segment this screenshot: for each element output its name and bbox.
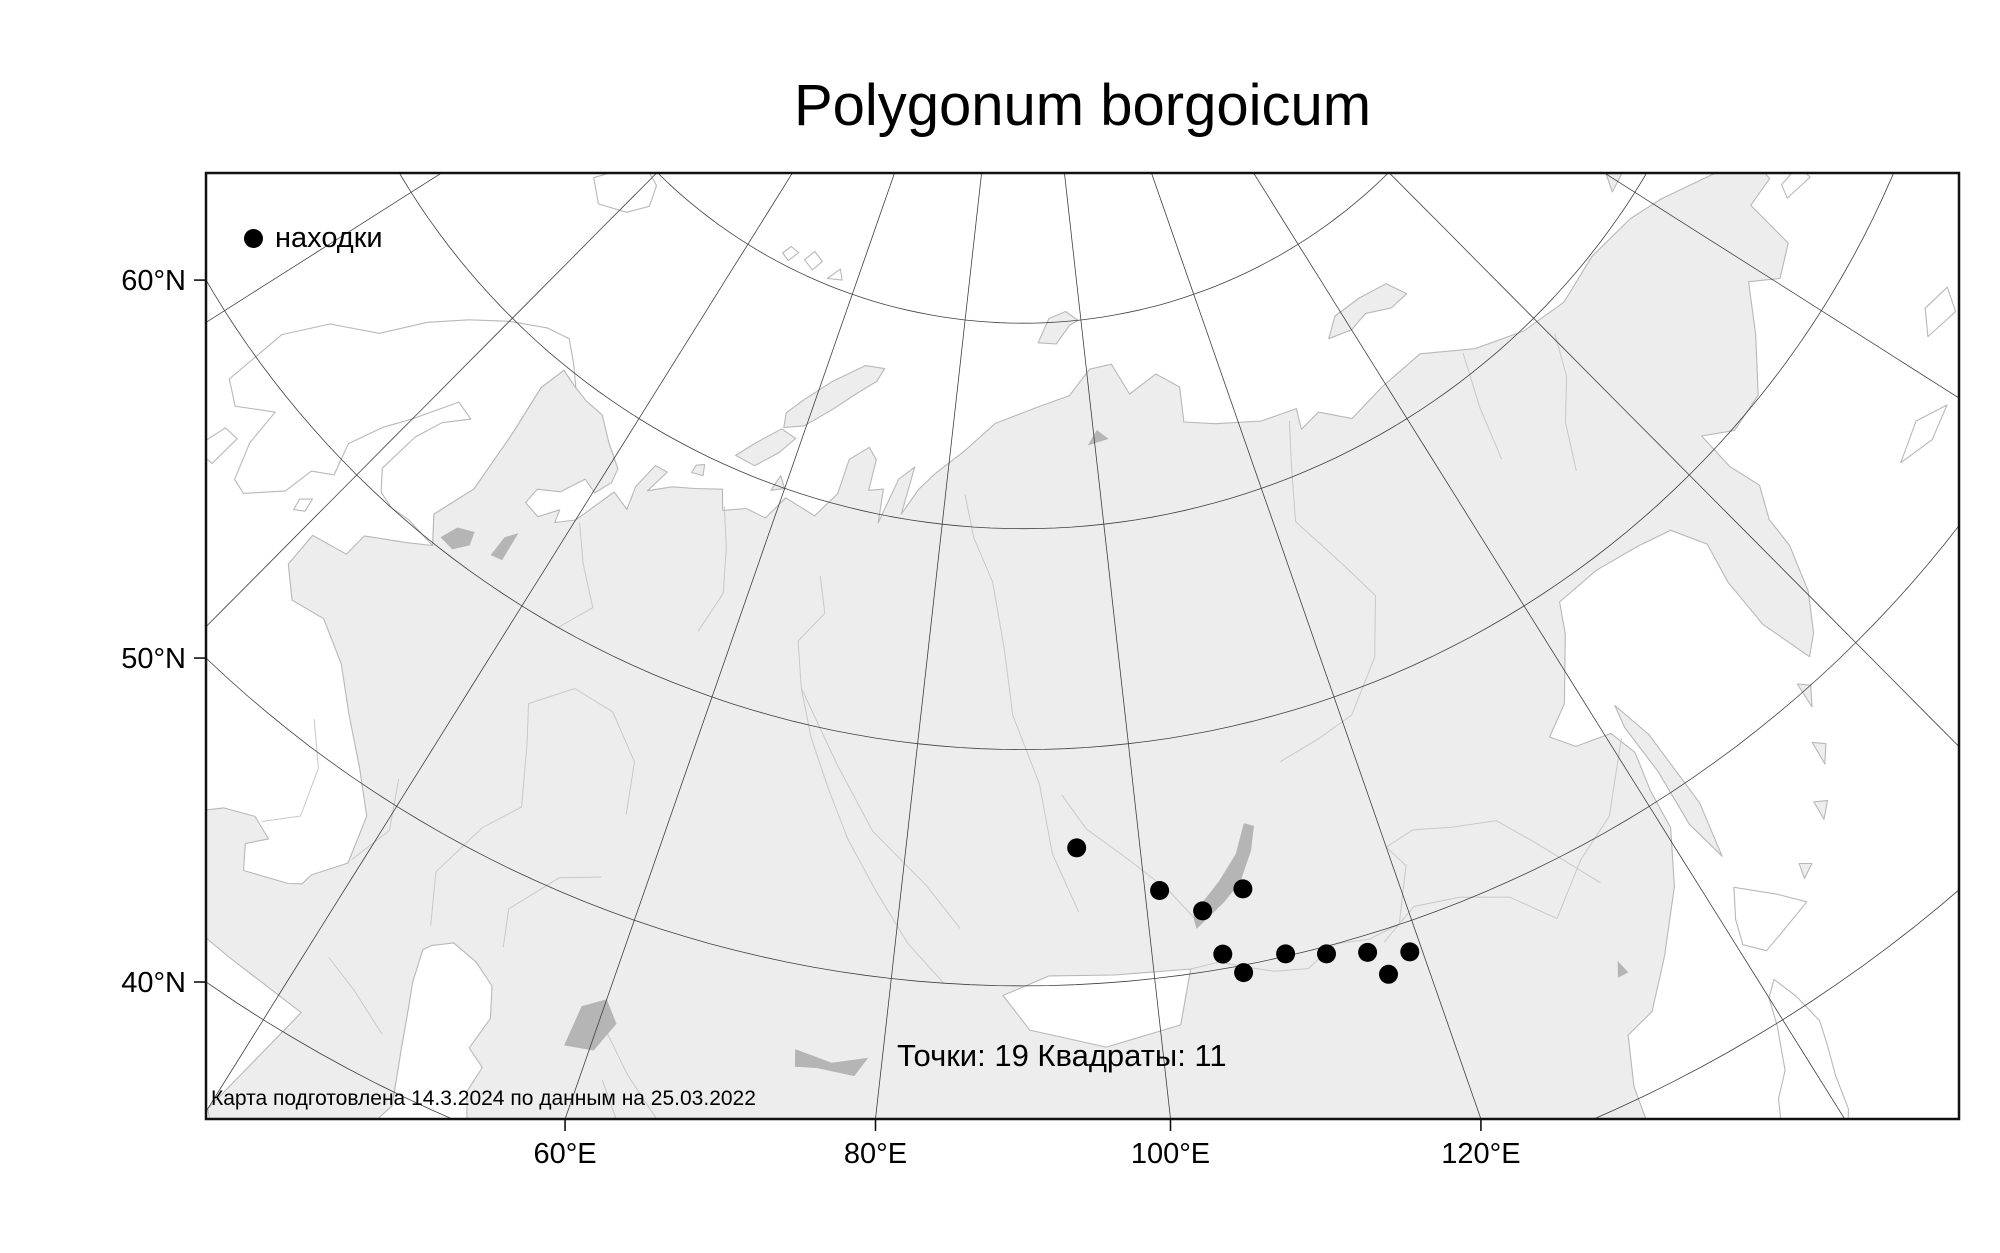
lon-tick-label: 120°E xyxy=(1441,1138,1520,1170)
finding-dot xyxy=(1233,879,1253,899)
finding-dot-icon xyxy=(244,229,263,248)
river-line xyxy=(604,1027,658,1119)
land-polygon xyxy=(735,428,797,467)
lat-tick-label: 60°N xyxy=(121,265,186,297)
graticule-parallel xyxy=(657,173,1389,324)
land-polygon xyxy=(1605,173,1623,193)
river-line xyxy=(1383,738,1622,943)
river-line xyxy=(601,1080,617,1119)
map-frame xyxy=(204,171,1961,1121)
land-outline-polygon xyxy=(1924,286,1957,338)
land-polygon xyxy=(1798,862,1813,879)
land-outline-polygon xyxy=(826,268,843,281)
graticule-meridian xyxy=(1388,173,1959,748)
finding-dot xyxy=(1358,942,1378,962)
land-outline-polygon xyxy=(206,427,238,465)
lon-tick-label: 80°E xyxy=(844,1138,907,1170)
land-polygon xyxy=(206,173,1815,1119)
land-polygon xyxy=(770,475,786,491)
land-outline-polygon xyxy=(376,942,493,1119)
river-line xyxy=(502,876,602,948)
graticule-parallel xyxy=(206,173,1895,751)
river-line xyxy=(1280,420,1377,763)
stats-line: Точки: 19 Квадраты: 11 xyxy=(897,1038,1227,1073)
lat-tick-label: 40°N xyxy=(121,967,186,999)
graticule-meridian xyxy=(875,173,982,1119)
river-line xyxy=(261,719,319,822)
lake-polygon xyxy=(1193,823,1254,929)
graticule-meridian xyxy=(1253,173,1846,1119)
river-line xyxy=(797,575,945,984)
legend: находки xyxy=(244,222,383,255)
lake-polygon xyxy=(794,1049,869,1077)
footer-note: Карта подготовлена 14.3.2024 по данным н… xyxy=(211,1087,756,1110)
river-line xyxy=(964,494,1080,913)
finding-dot xyxy=(1317,944,1336,964)
finding-dot xyxy=(1400,942,1420,962)
graticule-parallel xyxy=(206,524,1959,987)
graticule-meridian xyxy=(1151,173,1482,1119)
land-outline-polygon xyxy=(593,173,658,213)
land-outline-polygon xyxy=(1002,968,1192,1048)
finding-dot xyxy=(1234,963,1254,983)
land-outline-polygon xyxy=(228,319,577,547)
land-outline-polygon xyxy=(1781,173,1811,199)
land-polygon xyxy=(1037,310,1079,345)
river-line xyxy=(430,687,636,926)
graticule-meridian xyxy=(564,173,895,1119)
finding-dot xyxy=(1193,901,1213,921)
river-line xyxy=(1061,794,1200,924)
land-outline-polygon xyxy=(1733,886,1808,952)
finding-dot xyxy=(1150,881,1170,900)
river-line xyxy=(1554,333,1577,472)
land-outline-polygon xyxy=(293,498,314,512)
graticule-parallel xyxy=(398,173,1648,530)
river-line xyxy=(800,687,961,929)
lat-tick-label: 50°N xyxy=(121,643,186,675)
land-outline-polygon xyxy=(1768,978,1849,1119)
land-outline-polygon xyxy=(804,250,823,271)
river-line xyxy=(1462,352,1503,460)
finding-dot xyxy=(1067,838,1087,858)
legend-label: находки xyxy=(275,222,383,254)
river-line xyxy=(328,957,383,1035)
lon-tick-label: 60°E xyxy=(533,1138,596,1170)
river-line xyxy=(697,506,727,632)
land-polygon xyxy=(1813,800,1829,820)
lake-polygon xyxy=(1617,960,1629,978)
land-polygon xyxy=(691,464,706,477)
land-polygon xyxy=(1811,741,1827,765)
land-outline-polygon xyxy=(1900,404,1948,464)
finding-dot xyxy=(1276,944,1296,964)
land-polygon xyxy=(783,365,886,428)
graticule-meridian xyxy=(206,173,658,628)
land-polygon xyxy=(1614,704,1723,857)
graticule-meridian xyxy=(206,173,793,1113)
finding-dot xyxy=(1213,944,1233,964)
river-line xyxy=(351,778,400,860)
river-line xyxy=(557,522,594,628)
map-title: Polygonum borgoicum xyxy=(793,73,1372,138)
lake-polygon xyxy=(490,533,519,561)
graticule-meridian xyxy=(1064,173,1171,1119)
lon-tick-label: 100°E xyxy=(1131,1138,1210,1170)
lake-polygon xyxy=(1087,430,1109,446)
lake-polygon xyxy=(564,999,617,1051)
lake-polygon xyxy=(440,527,475,550)
land-outline-polygon xyxy=(782,245,800,262)
land-polygon xyxy=(1796,683,1813,708)
graticule-meridian xyxy=(1603,173,1959,399)
finding-dot xyxy=(1379,964,1398,984)
